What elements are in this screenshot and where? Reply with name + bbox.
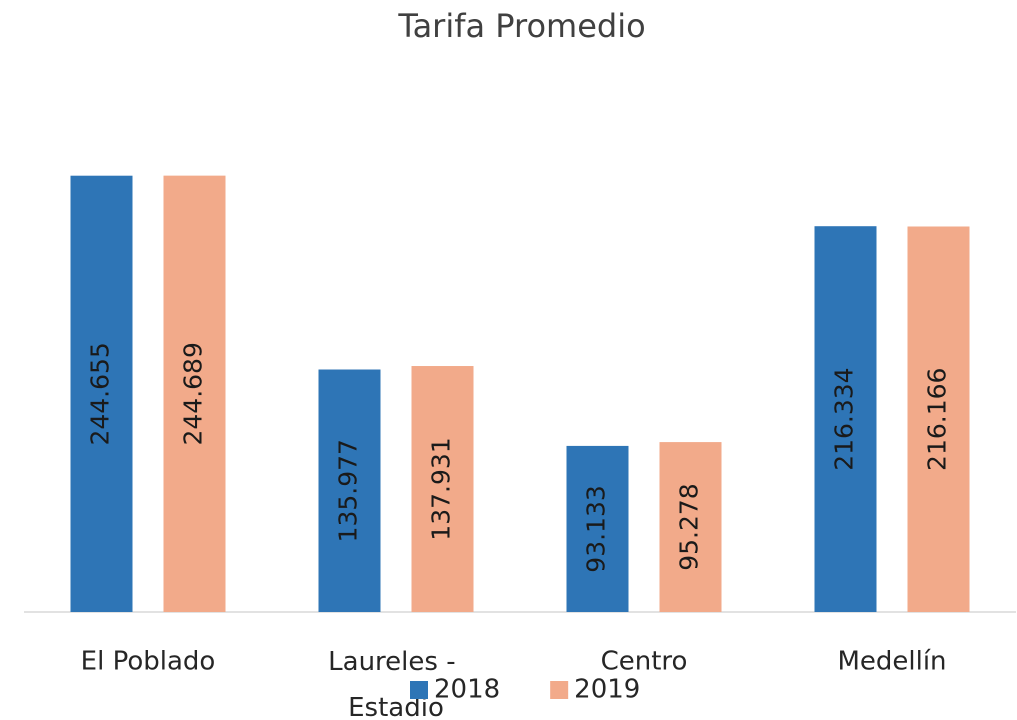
bar	[566, 445, 629, 612]
bar	[163, 175, 226, 613]
legend-label: 2018	[434, 675, 500, 705]
legend-swatch	[550, 681, 569, 699]
legend-swatch	[410, 681, 428, 699]
chart-title: Tarifa Promedio	[397, 7, 645, 45]
x-tick-label: Centro	[601, 647, 688, 677]
bar	[318, 369, 381, 612]
data-label: 93.133	[582, 485, 611, 572]
data-label: 216.334	[830, 367, 859, 470]
bar	[411, 366, 474, 612]
bar	[70, 175, 133, 612]
x-tick-label: Medellín	[837, 647, 946, 677]
x-tick-label: El Poblado	[81, 647, 216, 677]
data-label: 244.689	[179, 342, 208, 445]
bar	[907, 226, 970, 612]
data-label: 244.655	[86, 342, 115, 445]
data-label: 95.278	[675, 483, 704, 570]
bar	[814, 226, 877, 613]
data-label: 135.977	[334, 439, 363, 542]
legend-label: 2019	[574, 675, 640, 705]
data-label: 137.931	[427, 437, 456, 540]
data-label: 216.166	[923, 368, 952, 471]
bar	[659, 442, 722, 612]
